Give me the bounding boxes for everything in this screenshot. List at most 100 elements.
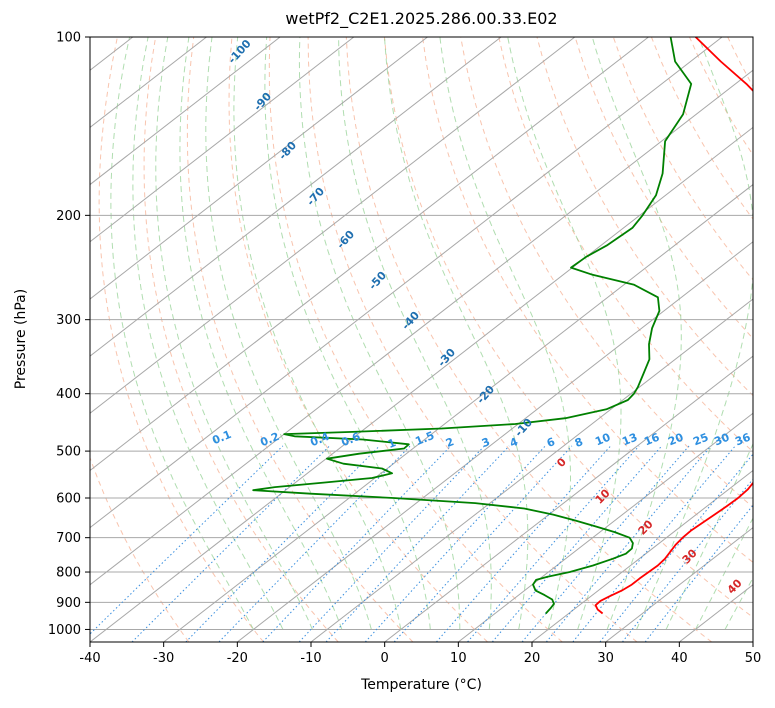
mixing-ratio-line <box>622 478 753 642</box>
moist-adiabat <box>384 37 529 630</box>
mixing-ratio-label: 6 <box>545 435 557 450</box>
isotherm-line <box>90 37 649 472</box>
isotherm-line <box>163 183 753 642</box>
mixing-ratio-label: 2 <box>444 435 456 450</box>
dry-adiabat-label: -70 <box>304 185 327 209</box>
mixing-ratio-line <box>545 445 712 642</box>
y-tick-label: 700 <box>56 531 81 546</box>
dry-adiabat-label: -80 <box>276 139 299 163</box>
mixing-ratio-line <box>521 445 690 642</box>
isotherm-line <box>90 37 355 243</box>
dry-adiabat <box>307 37 638 642</box>
moist-adiabat <box>233 37 402 630</box>
x-tick-label: -40 <box>79 651 100 666</box>
isotherm-line <box>90 37 723 529</box>
sounding-profiles <box>252 37 753 615</box>
dry-adiabat-label: -100 <box>226 37 254 66</box>
dry-adiabat <box>574 37 753 340</box>
moist-adiabat <box>636 37 753 630</box>
line-labels: -100-90-80-70-60-50-40-30-20-10010203040… <box>210 37 752 597</box>
y-tick-label: 400 <box>56 387 81 402</box>
dry-adiabat <box>268 37 563 642</box>
dry-adiabat-label: -30 <box>435 346 458 370</box>
x-tick-label: 10 <box>450 651 467 666</box>
isotherm-line <box>605 527 753 642</box>
temperature-profile <box>594 37 753 615</box>
plot-frame <box>89 36 754 643</box>
mixing-ratio-label: 30 <box>712 431 731 449</box>
mixing-ratio-line <box>467 445 640 642</box>
mixing-ratio-label: 16 <box>642 431 661 449</box>
dry-adiabat <box>536 37 753 397</box>
dry-adiabat <box>383 37 753 618</box>
x-tick-label: 50 <box>745 651 762 666</box>
x-tick-label: 30 <box>597 651 614 666</box>
isotherm-line <box>90 126 753 642</box>
y-tick-label: 100 <box>56 31 81 46</box>
x-tick-label: 0 <box>381 651 389 666</box>
mixing-ratio-label: 1 <box>386 436 398 451</box>
mixing-ratio-label: 10 <box>593 431 612 449</box>
dry-adiabat-label: -60 <box>334 228 357 252</box>
mixing-ratio-label: 3 <box>480 435 492 450</box>
moist-adiabat <box>179 37 343 630</box>
isotherm-line <box>310 298 753 642</box>
mixing-ratio-line <box>131 445 330 642</box>
mixing-ratio-line <box>218 445 411 642</box>
background-lines <box>0 37 775 642</box>
mixing-ratio-label: 1.5 <box>413 429 436 448</box>
moist-adiabat-label: 10 <box>593 486 613 506</box>
mixing-ratio-line <box>393 445 573 642</box>
moist-adiabat <box>298 37 461 630</box>
isotherm-line <box>90 37 281 186</box>
dry-adiabat <box>766 37 775 642</box>
moist-adiabat <box>507 37 622 630</box>
mixing-ratio-line <box>262 445 452 642</box>
dry-adiabat-label: -50 <box>366 269 389 293</box>
moist-adiabat <box>132 37 284 630</box>
mixing-ratio-line <box>364 445 546 642</box>
dry-adiabat <box>143 37 339 642</box>
mixing-ratio-line <box>491 445 663 642</box>
mixing-ratio-label: 8 <box>573 435 585 450</box>
moist-adiabat <box>264 37 431 630</box>
mixing-ratio-label: 13 <box>620 431 639 449</box>
isotherm-line <box>90 37 576 414</box>
mixing-ratio-line <box>325 445 510 642</box>
mixing-ratio-line <box>572 445 736 642</box>
dry-adiabat <box>727 37 753 88</box>
mixing-ratio-label: 25 <box>691 431 710 449</box>
moist-adiabat <box>665 442 753 630</box>
moist-adiabat-label: 30 <box>680 546 700 566</box>
moist-adiabat <box>439 37 571 630</box>
y-tick-label: 800 <box>56 566 81 581</box>
x-axis-label: Temperature (°C) <box>361 677 482 693</box>
isotherm-line <box>90 69 753 586</box>
isotherm-line <box>752 641 753 642</box>
mixing-ratio-label: 36 <box>733 431 752 449</box>
mixing-ratio-line <box>644 504 753 642</box>
isotherm-line <box>90 37 502 357</box>
dry-adiabat <box>228 37 488 642</box>
moist-adiabat <box>110 37 254 630</box>
chart-title: wetPf2_C2E1.2025.286.00.33.E02 <box>285 9 558 28</box>
dry-adiabat <box>90 456 190 642</box>
isotherm-line <box>531 469 753 642</box>
mixing-ratio-line <box>599 453 753 642</box>
mixing-ratio-label: 0.2 <box>258 430 281 449</box>
dry-adiabat <box>186 37 414 642</box>
y-tick-label: 200 <box>56 209 81 224</box>
x-tick-label: -10 <box>300 651 321 666</box>
isotherm-line <box>0 37 59 642</box>
x-tick-label: -20 <box>227 651 248 666</box>
moist-adiabat <box>591 37 682 630</box>
y-tick-label: 300 <box>56 313 81 328</box>
isotherm-line <box>384 355 753 642</box>
mixing-ratio-label: 0.1 <box>210 428 233 447</box>
dry-adiabat <box>98 37 264 642</box>
isotherm-line <box>457 412 753 642</box>
moist-adiabat <box>155 37 313 630</box>
x-tick-label: -30 <box>153 651 174 666</box>
x-tick-label: 40 <box>671 651 688 666</box>
